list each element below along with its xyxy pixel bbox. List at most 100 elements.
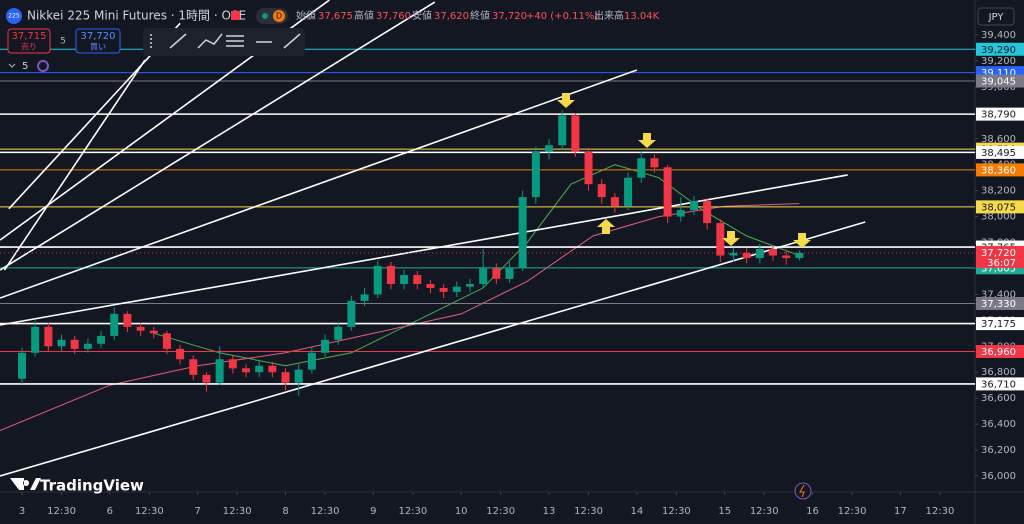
candle-body — [729, 252, 738, 256]
candle-body — [360, 294, 369, 301]
indicator-icon[interactable] — [37, 60, 49, 72]
candle-body — [202, 374, 211, 383]
replay-bolt — [799, 484, 805, 498]
symbol-icon-text: 225 — [8, 13, 20, 20]
candle-body — [386, 265, 395, 285]
candle-body — [545, 145, 554, 152]
candle-body — [689, 201, 698, 211]
ohlc-value: 37,620 — [434, 11, 469, 22]
y-tick-label: 39,400 — [981, 30, 1016, 41]
countdown: 36:07 — [987, 258, 1016, 269]
ohlc-label: 安値 — [412, 9, 432, 22]
candle-body — [18, 352, 26, 379]
y-tick-label: 38,200 — [981, 186, 1016, 197]
tool-trendline[interactable] — [169, 33, 187, 49]
candle-body — [136, 326, 145, 331]
level-badge — [976, 42, 1024, 56]
level-badge — [976, 74, 1024, 88]
x-tick-label: 12:30 — [750, 506, 779, 517]
candle-body — [97, 335, 106, 344]
candle-body — [610, 197, 619, 207]
y-tick-label: 37,400 — [981, 289, 1016, 300]
level-label: 37,175 — [981, 319, 1016, 330]
candle-body — [70, 339, 79, 349]
level-label: 38,790 — [981, 110, 1016, 121]
candle-body — [465, 284, 474, 287]
flag-icon[interactable] — [231, 11, 240, 20]
candle-body — [255, 365, 264, 373]
candle-body — [584, 151, 593, 185]
candle-body — [189, 359, 198, 375]
tv-logo-icon — [10, 478, 41, 490]
x-tick-label: 12:30 — [398, 506, 427, 517]
x-tick-label: 12:30 — [838, 506, 867, 517]
candle-body — [83, 343, 92, 349]
ohlc-label: 始値 — [296, 9, 316, 22]
candle-body — [703, 201, 712, 224]
candle-body — [162, 333, 171, 349]
candle-body — [31, 326, 40, 353]
y-tick-label: 38,600 — [981, 134, 1016, 145]
candle-body — [110, 313, 119, 336]
x-tick-label: 9 — [370, 506, 376, 517]
tool-path[interactable] — [197, 33, 223, 49]
level-badge — [976, 296, 1024, 310]
change-value: +40 (+0.11%) — [526, 11, 598, 22]
candle-body — [228, 359, 237, 369]
x-tick-label: 13 — [543, 506, 556, 517]
buy-button[interactable] — [75, 28, 121, 54]
toolbar-icons — [150, 33, 301, 50]
candle-body — [676, 210, 685, 217]
drawing-toolbar — [143, 28, 305, 56]
ohlc-label: 終値 — [470, 9, 490, 22]
candle-body — [241, 368, 250, 373]
tv-logo-text: TradingView — [40, 477, 144, 495]
x-tick-label: 16 — [806, 506, 819, 517]
replay-icon[interactable] — [794, 482, 812, 500]
tool-ray[interactable] — [283, 33, 301, 49]
trendline — [0, 174, 848, 326]
y-tick-label: 39,200 — [981, 56, 1016, 67]
candle-body — [281, 372, 290, 383]
candle-body — [492, 268, 501, 279]
candle-body — [637, 158, 646, 178]
status-text: D — [276, 12, 282, 21]
x-tick-label: 12:30 — [574, 506, 603, 517]
level-badge — [976, 107, 1024, 121]
level-label: 36,960 — [981, 347, 1016, 358]
candle-body — [663, 167, 672, 217]
level-badge — [976, 200, 1024, 214]
symbol-icon[interactable] — [6, 8, 22, 24]
indicator-count[interactable]: 5 — [22, 61, 28, 72]
ohlc-label: 高値 — [354, 9, 374, 22]
candle-body — [452, 286, 461, 292]
candle-body — [597, 184, 606, 198]
arrow-down — [793, 233, 811, 248]
candle-body — [149, 330, 158, 334]
volume-value: 13.04K — [624, 11, 660, 22]
collapse-chevron[interactable] — [8, 63, 16, 68]
candle-body — [531, 151, 540, 198]
candle-body — [479, 268, 488, 285]
x-tick-label: 17 — [894, 506, 907, 517]
annotation-arrows — [557, 93, 811, 248]
last-price-label: 37,720 — [981, 248, 1016, 259]
status-circle — [273, 10, 285, 22]
candle-body — [624, 177, 633, 207]
y-tick-label: 36,600 — [981, 393, 1016, 404]
tool-fib[interactable] — [226, 35, 244, 47]
y-tick-label: 36,800 — [981, 367, 1016, 378]
level-badge — [976, 145, 1024, 159]
arrow-down — [557, 93, 575, 108]
symbol-title[interactable]: Nikkei 225 Mini Futures · 1時間 · OSE — [27, 9, 246, 23]
x-tick-label: 14 — [630, 506, 643, 517]
sell-button[interactable] — [7, 28, 51, 54]
currency-button[interactable] — [977, 7, 1015, 26]
trendline — [0, 1, 436, 271]
candle-body — [321, 339, 330, 353]
arrow-down — [638, 133, 656, 148]
candle-body — [373, 265, 382, 295]
volume-label: 出来高 — [594, 9, 624, 22]
